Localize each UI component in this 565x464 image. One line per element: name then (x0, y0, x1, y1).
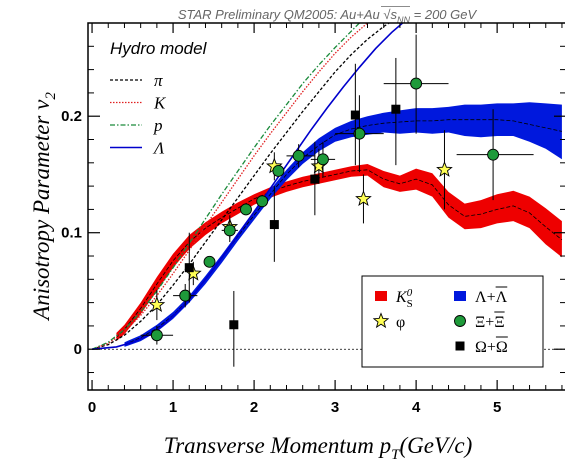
xlabel-main: Transverse Momentum p (164, 433, 391, 458)
point-Omega-5 (391, 104, 401, 114)
legend-marker-Omega (455, 341, 465, 351)
point-Xi-1 (179, 289, 192, 302)
xlabel-tail: (GeV/c) (399, 433, 472, 458)
chart-header: STAR Preliminary QM2005: Au+Au √sNN = 20… (178, 7, 478, 25)
point-Xi-5 (256, 195, 269, 208)
point-Xi-11 (487, 148, 500, 161)
x-tick-label-1: 1 (169, 399, 177, 416)
point-Xi-9 (353, 127, 366, 140)
legend-label-Xi: Ξ+Ξ (475, 314, 505, 331)
x-tick-label-3: 3 (331, 399, 339, 416)
band-K0S (116, 164, 562, 342)
ylabel-main: Anisotropy Parameter v (29, 99, 54, 322)
legend-marker-K0S (375, 291, 387, 301)
hydro-legend-label-K: K (153, 94, 167, 113)
band-Lambda (124, 102, 562, 347)
point-Xi-7 (292, 149, 305, 162)
x-tick-label-4: 4 (412, 399, 421, 416)
hydro-legend-title: Hydro model (110, 39, 208, 58)
legend-label-K0S: KS0 (395, 287, 413, 310)
point-phi-5 (355, 190, 372, 207)
point-Xi-4 (240, 203, 252, 216)
hydro-legend-label-p: p (153, 116, 163, 135)
point-Omega-2 (269, 220, 279, 230)
legend-label-Omega: Ω+Ω (475, 339, 508, 356)
hydro-legend-label-Lambda: Λ (152, 139, 165, 158)
y-tick-label-2: 0.2 (61, 108, 82, 125)
species-legend-box (361, 275, 544, 368)
point-Omega-1 (229, 320, 239, 330)
hydro-curve-pi (91, 23, 391, 350)
plot-area (88, 23, 565, 367)
point-Xi-0 (150, 329, 163, 342)
hydro-curve-p (91, 23, 360, 350)
y-axis-label: Anisotropy Parameter v2 (29, 92, 59, 322)
plot-frame (87, 22, 565, 391)
band-center-K0S (116, 169, 563, 338)
point-Xi-8 (316, 153, 329, 166)
x-axis-title: Transverse Momentum pT(GeV/c) (164, 433, 473, 463)
point-phi-6 (436, 161, 453, 177)
x-tick-label-5: 5 (493, 399, 501, 416)
y-tick-label-1: 0.1 (61, 225, 82, 242)
header-suffix: = 200 GeV (410, 7, 477, 22)
legend-marker-Xi (454, 315, 466, 327)
point-Xi-3 (223, 224, 236, 237)
species-legend: KS0 Λ+Λ φ Ξ+Ξ Ω+Ω (372, 286, 508, 356)
ylabel-sub: 2 (43, 92, 59, 100)
hydro-curve-Lambda (92, 23, 404, 350)
hydro-legend-label-pi: π (154, 71, 163, 90)
hydro-curve-K (91, 23, 368, 350)
sqrt-symbol: √ (383, 7, 391, 22)
point-Omega-4 (350, 110, 360, 120)
y-axis-title: Anisotropy Parameter v2 (29, 92, 59, 322)
point-Xi-6 (272, 165, 285, 177)
x-tick-label-0: 0 (88, 399, 96, 416)
header-sqrt-sub: NN (397, 15, 410, 25)
header-sqrt: s (391, 7, 398, 22)
header-prefix: STAR Preliminary QM2005: Au+Au (178, 7, 384, 22)
legend-label-phi: φ (396, 314, 405, 331)
point-Xi-10 (410, 77, 423, 90)
legend-label-Lambda: Λ+Λ (475, 289, 508, 306)
point-Omega-3 (310, 174, 320, 184)
point-Xi-2 (203, 255, 216, 268)
xlabel-sub: T (391, 447, 401, 463)
legend-marker-phi (372, 312, 390, 329)
y-tick-label-0: 0 (74, 341, 82, 358)
point-Omega-0 (184, 263, 194, 273)
point-phi-0 (148, 296, 166, 313)
axes: 0 1 2 3 4 5 0 0.1 0.2 (61, 22, 565, 416)
x-tick-label-2: 2 (250, 399, 258, 416)
legend-marker-Lambda (454, 291, 466, 301)
